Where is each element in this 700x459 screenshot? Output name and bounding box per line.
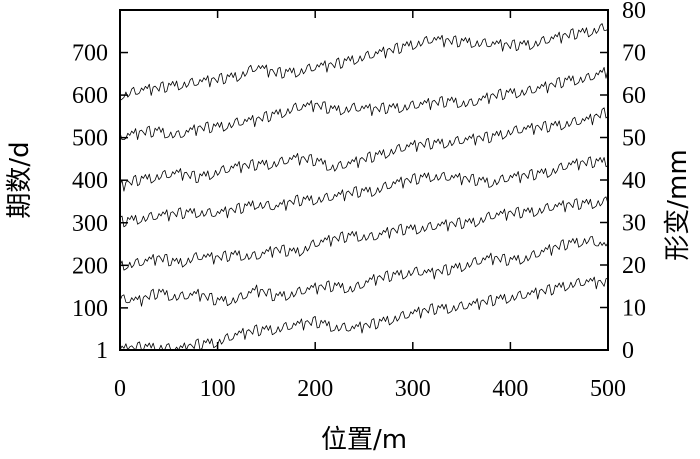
y-left-tick-label: 700 [72,41,108,67]
plot-frame [119,9,609,351]
y-left-tick-label: 400 [72,168,108,194]
y-left-tick-label: 300 [72,211,108,237]
y-right-tick-label: 0 [622,338,634,364]
y-left-tick-label: 500 [72,126,108,152]
y-right-tick-label: 60 [622,83,646,109]
x-tick-label: 200 [297,376,333,402]
ticks-layer [119,9,609,351]
series-line-5 [119,107,609,192]
x-tick-label: 300 [395,376,431,402]
y-left-tick-label: 100 [72,296,108,322]
x-tick-label: 100 [200,376,236,402]
series-line-1 [119,276,609,351]
y-left-tick-label: 1 [96,338,108,364]
series-line-3 [119,196,609,271]
tick-labels: 0 100 200 300 400 500 1 100 200 300 400 500 600 700 0 1… [72,0,646,402]
y-right-tick-label: 30 [622,211,646,237]
y-right-tick-label: 10 [622,296,646,322]
y-right-tick-label: 40 [622,168,646,194]
y-left-tick-label: 200 [72,253,108,279]
y-axis-left-label: 期数/d [5,141,35,218]
y-right-tick-label: 20 [622,253,646,279]
x-axis-label: 位置/m [321,425,407,455]
x-tick-label: 0 [114,376,126,402]
y-right-tick-label: 50 [622,126,646,152]
series-line-2 [119,236,609,307]
series-layer [119,23,609,351]
series-line-6 [119,67,609,140]
y-left-tick-label: 600 [72,83,108,109]
x-tick-label: 400 [492,376,528,402]
series-line-4 [119,156,609,228]
series-line-7 [119,23,609,101]
y-right-tick-label: 70 [622,41,646,67]
y-right-tick-label: 80 [622,0,646,24]
y-axis-right-label: 形变/mm [663,149,693,260]
x-tick-label: 500 [590,376,626,402]
